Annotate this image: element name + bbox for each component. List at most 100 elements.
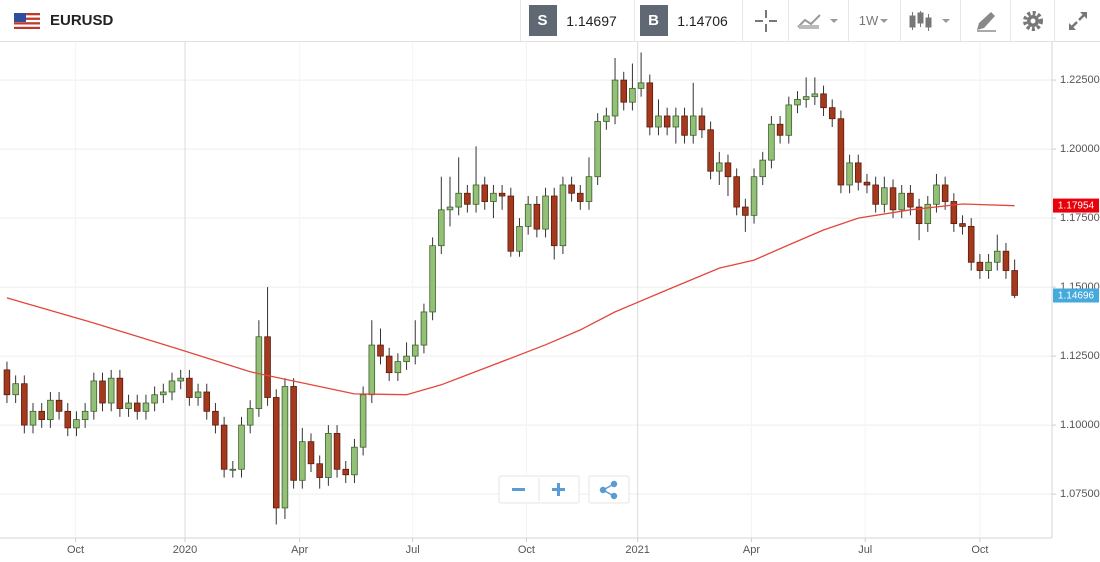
candle [967, 218, 975, 271]
x-tick-label: Oct [67, 544, 84, 556]
candle [941, 176, 949, 210]
candle-body [855, 162, 862, 183]
candle [55, 391, 63, 420]
zoom-out-button[interactable] [512, 488, 525, 491]
candle-body [776, 123, 784, 136]
candle [81, 403, 89, 428]
candle-body [142, 402, 150, 412]
candle [577, 184, 584, 210]
settings-button[interactable] [1010, 0, 1054, 41]
candle [351, 438, 358, 484]
candle-body [411, 344, 419, 357]
candle-body [3, 369, 11, 396]
candle-body [524, 203, 532, 227]
candle-body [238, 424, 245, 470]
candle [620, 71, 627, 111]
candle [342, 460, 350, 484]
candle-body [603, 115, 610, 122]
candle [802, 77, 810, 108]
buy-button[interactable]: B [639, 5, 668, 36]
candle [255, 320, 263, 417]
candle [481, 176, 489, 210]
candle-body [811, 93, 819, 98]
candle [403, 342, 410, 370]
fullscreen-button[interactable] [1054, 0, 1100, 41]
candle-body [863, 181, 871, 186]
candle [585, 157, 593, 210]
candle-body [420, 311, 428, 346]
candle-body [620, 79, 627, 103]
candle-body [429, 245, 436, 313]
sell-button[interactable]: S [528, 5, 557, 36]
candle [915, 198, 923, 241]
candle [924, 196, 932, 232]
candle [194, 383, 202, 406]
candle [646, 74, 654, 136]
candle-body [594, 121, 601, 178]
chart-type-button[interactable] [900, 0, 960, 41]
crosshair-button[interactable] [742, 0, 788, 41]
x-tick-label: Oct [518, 544, 535, 556]
candle-body [533, 203, 541, 230]
candle-body [394, 361, 402, 374]
candle-body [403, 355, 410, 363]
moving-average-line [6, 203, 1015, 396]
candle [264, 287, 271, 406]
candle-body [246, 408, 254, 426]
candle [976, 253, 984, 279]
indicators-button[interactable] [788, 0, 848, 41]
candle [507, 187, 515, 257]
candle-body [490, 192, 497, 202]
candle [377, 328, 384, 365]
candle [229, 460, 237, 478]
candle-body [1011, 270, 1018, 296]
candle-body [377, 344, 384, 357]
candle [785, 96, 793, 144]
candle [272, 389, 280, 525]
x-tick-label: Jul [858, 544, 872, 556]
candle-body [724, 162, 732, 178]
crosshair-icon [754, 9, 777, 32]
draw-button[interactable] [960, 0, 1010, 41]
candle [220, 416, 228, 478]
candle-body [177, 377, 184, 382]
buy-group[interactable]: B 1.14706 [634, 0, 742, 41]
share-button[interactable] [588, 475, 630, 504]
candle [689, 82, 697, 144]
candle-body [464, 192, 471, 205]
y-tick-label: 1.22500 [1060, 74, 1100, 86]
candle [420, 303, 428, 354]
candle-body [941, 184, 949, 202]
candle-body [585, 176, 593, 202]
candle [1002, 242, 1010, 279]
candle-body [168, 380, 176, 393]
candle-body [933, 184, 940, 205]
candle-body [368, 344, 376, 396]
candle [359, 386, 367, 456]
candle-body [325, 432, 332, 478]
candle-body [125, 402, 132, 409]
candle-body [498, 192, 506, 197]
candle-body [959, 223, 966, 227]
price-label-box [1053, 198, 1099, 213]
candle-body [359, 394, 367, 448]
candle [368, 320, 376, 404]
candle [698, 107, 706, 139]
share-icon [599, 480, 618, 500]
candle-body [81, 410, 89, 420]
settings-icon [1022, 10, 1043, 31]
candle [203, 383, 211, 420]
candle [99, 372, 106, 412]
sell-group[interactable]: S 1.14697 [520, 0, 634, 41]
candle [542, 187, 549, 238]
candle-body [698, 115, 706, 131]
candle [299, 427, 306, 489]
candle-body [846, 162, 853, 186]
candle [707, 121, 714, 180]
timeframe-button[interactable]: 1W [848, 0, 900, 41]
candle [107, 369, 115, 412]
x-tick-label: Oct [971, 544, 988, 556]
candle [464, 184, 471, 213]
candle-body [750, 176, 758, 216]
